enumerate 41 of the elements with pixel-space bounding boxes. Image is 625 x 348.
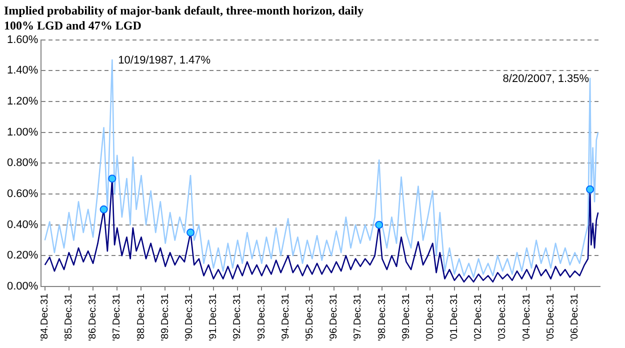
x-tick-label: '95.Dec.31 [304,293,316,342]
point [586,185,594,194]
x-tick-label: '00.Dec.31 [424,293,436,342]
x-tick-label: '01.Dec.31 [449,293,460,342]
y-tick-label: 1.00% [6,126,38,138]
x-tick-label: '87.Dec.31 [112,293,123,342]
x-tick-label: '06.Dec.31 [569,293,580,342]
x-tick-label: '85.Dec.31 [64,293,75,342]
chart-title: Implied probability of major-bank default, three-month horizon, daily [4,3,364,18]
x-tick-label: '05.Dec.31 [545,293,556,342]
x-tick-label: '88.Dec.31 [136,293,147,342]
point [108,174,116,183]
y-tick-label: 0.80% [6,157,38,170]
y-tick-label: 1.40% [6,64,38,77]
y-tick-label: 1.60% [6,34,38,46]
x-tick-label: '99.Dec.31 [400,293,412,342]
x-tick-label: '86.Dec.31 [88,293,99,342]
x-tick-label: '98.Dec.31 [376,293,388,342]
x-tick-label: '03.Dec.31 [497,293,508,342]
point [100,205,108,214]
x-tick-label: '92.Dec.31 [232,293,244,342]
y-tick-label: 0.60% [6,188,38,200]
x-tick-label: '94.Dec.31 [280,293,292,342]
x-tick-label: '96.Dec.31 [328,293,340,342]
annotation: 10/19/1987, 1.47% [118,54,211,66]
y-tick-label: 0.20% [6,250,38,262]
x-tick-label: '97.Dec.31 [352,293,364,342]
annotation: 8/20/2007, 1.35% [502,72,590,85]
x-tick-label: '93.Dec.31 [256,293,268,342]
y-tick-label: 0.40% [6,218,38,231]
x-tick-label: '90.Dec.31 [184,293,196,342]
point [186,228,195,237]
x-tick-label: '84.Dec.31 [40,293,50,342]
y-tick-label: 1.20% [6,96,38,108]
point [375,220,384,229]
x-tick-label: '89.Dec.31 [160,293,171,342]
chart-subtitle: 100% LGD and 47% LGD [4,18,142,33]
x-tick-label: '02.Dec.31 [473,293,484,342]
x-tick-label: '04.Dec.31 [521,293,532,342]
y-tick-label: 0.00% [6,280,38,293]
x-tick-label: '91.Dec.31 [208,293,220,342]
